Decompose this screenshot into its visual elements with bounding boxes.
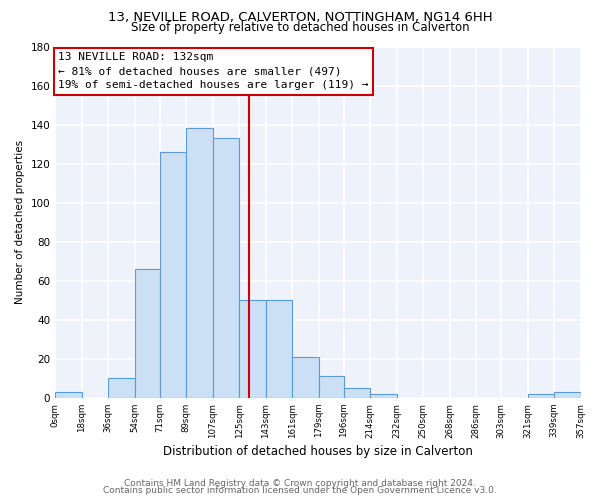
Bar — [186, 128, 212, 398]
Bar — [554, 392, 581, 398]
Bar — [370, 394, 397, 398]
Y-axis label: Number of detached properties: Number of detached properties — [15, 140, 25, 304]
Bar — [134, 269, 160, 398]
Text: 13 NEVILLE ROAD: 132sqm
← 81% of detached houses are smaller (497)
19% of semi-d: 13 NEVILLE ROAD: 132sqm ← 81% of detache… — [58, 52, 368, 90]
Bar — [108, 378, 134, 398]
Bar — [160, 152, 186, 398]
Bar — [344, 388, 370, 398]
Bar — [319, 376, 344, 398]
Bar — [266, 300, 292, 398]
Bar — [55, 392, 82, 398]
Text: Contains HM Land Registry data © Crown copyright and database right 2024.: Contains HM Land Registry data © Crown c… — [124, 478, 476, 488]
Text: Size of property relative to detached houses in Calverton: Size of property relative to detached ho… — [131, 21, 469, 34]
Text: 13, NEVILLE ROAD, CALVERTON, NOTTINGHAM, NG14 6HH: 13, NEVILLE ROAD, CALVERTON, NOTTINGHAM,… — [107, 11, 493, 24]
Bar — [212, 138, 239, 398]
Text: Contains public sector information licensed under the Open Government Licence v3: Contains public sector information licen… — [103, 486, 497, 495]
Bar — [527, 394, 554, 398]
X-axis label: Distribution of detached houses by size in Calverton: Distribution of detached houses by size … — [163, 444, 473, 458]
Bar — [239, 300, 266, 398]
Bar — [292, 357, 319, 398]
